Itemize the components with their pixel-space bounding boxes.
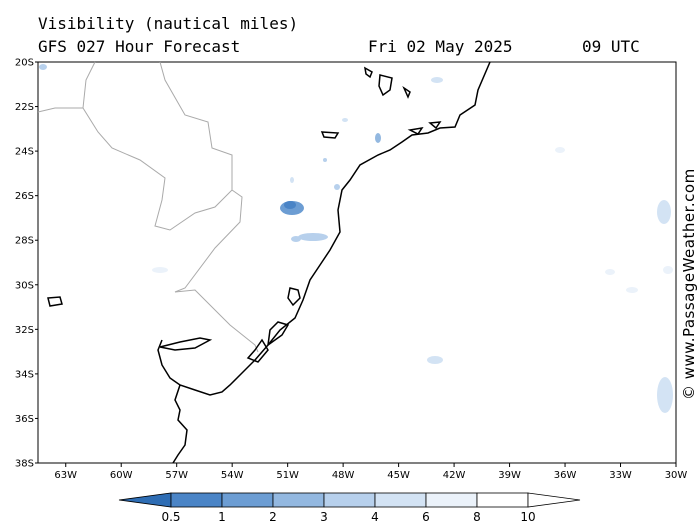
visibility-patch [334, 184, 340, 190]
lat-tick-label: 34S [15, 369, 34, 380]
lon-tick-label: 33W [609, 470, 632, 481]
legend-swatch [170, 492, 223, 508]
lon-tick-label: 36W [554, 470, 577, 481]
lon-tick-label: 54W [221, 470, 244, 481]
lat-tick-label: 30S [15, 280, 34, 291]
lat-tick-label: 32S [15, 325, 34, 336]
visibility-patch [431, 77, 443, 83]
lon-tick-label: 45W [387, 470, 410, 481]
visibility-patch [605, 269, 615, 275]
visibility-patch [298, 233, 328, 241]
visibility-patch [375, 133, 381, 143]
visibility-patch [555, 147, 565, 153]
lat-tick-label: 38S [15, 459, 34, 470]
legend-arrow-low [118, 492, 172, 508]
lon-tick-label: 30W [665, 470, 688, 481]
visibility-legend: 0.5 1 2 3 4 6 8 10 [118, 492, 581, 524]
latitude-axis: 20S 22S 24S 26S 28S 30S 32S 34S 36S 38S [15, 58, 38, 470]
longitude-axis: 63W 60W 57W 54W 51W 48W 45W 42W 39W 36W 33W 30W [54, 463, 687, 481]
lon-tick-label: 39W [498, 470, 521, 481]
lat-tick-label: 36S [15, 414, 34, 425]
visibility-patch [152, 267, 168, 273]
forecast-subtitle: GFS 027 Hour Forecast [38, 37, 241, 56]
visibility-patch [657, 200, 671, 224]
legend-swatch [221, 492, 274, 508]
legend-label: 2 [269, 510, 277, 524]
forecast-time: 09 UTC [582, 37, 640, 56]
lat-tick-label: 24S [15, 147, 34, 158]
legend-swatch [323, 492, 376, 508]
visibility-patch [342, 118, 348, 122]
lon-tick-label: 48W [332, 470, 355, 481]
visibility-patch [663, 266, 673, 274]
visibility-patch [626, 287, 638, 293]
lon-tick-label: 42W [443, 470, 466, 481]
visibility-patch [39, 64, 47, 70]
map-frame [37, 61, 677, 464]
legend-swatch [272, 492, 325, 508]
lat-tick-label: 22S [15, 102, 34, 113]
legend-label: 1 [218, 510, 226, 524]
legend-label: 10 [520, 510, 535, 524]
lon-tick-label: 63W [54, 470, 77, 481]
lon-tick-label: 57W [165, 470, 188, 481]
visibility-patch [291, 236, 301, 242]
lat-tick-label: 26S [15, 191, 34, 202]
lon-tick-label: 51W [276, 470, 299, 481]
visibility-patches [39, 64, 673, 413]
lon-tick-label: 60W [110, 470, 133, 481]
lat-tick-label: 28S [15, 236, 34, 247]
legend-arrow-high [527, 492, 581, 508]
visibility-patch [290, 177, 294, 183]
visibility-patch [427, 356, 443, 364]
legend-label: 6 [422, 510, 430, 524]
legend-swatch [425, 492, 478, 508]
coastline [47, 61, 491, 464]
credit-text: © www.PassageWeather.com [680, 168, 698, 400]
forecast-date: Fri 02 May 2025 [368, 37, 513, 56]
legend-swatch [476, 492, 529, 508]
legend-swatch [374, 492, 427, 508]
legend-label: 3 [320, 510, 328, 524]
chart-title: Visibility (nautical miles) [38, 14, 299, 33]
visibility-patch [657, 377, 673, 413]
legend-label: 8 [473, 510, 481, 524]
visibility-patch [323, 158, 327, 162]
legend-label: 4 [371, 510, 379, 524]
lat-tick-label: 20S [15, 58, 34, 69]
visibility-patch [284, 201, 296, 209]
legend-label: 0.5 [161, 510, 180, 524]
